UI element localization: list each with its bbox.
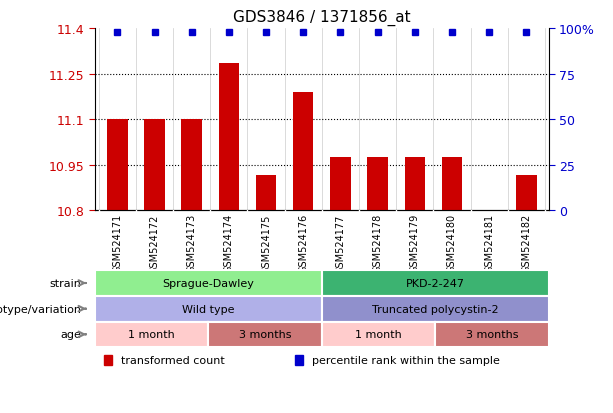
Bar [295,355,303,365]
Text: genotype/variation: genotype/variation [0,304,81,314]
Text: 3 months: 3 months [239,330,291,339]
Text: 1 month: 1 month [355,330,402,339]
Text: strain: strain [49,278,81,288]
Text: GSM524181: GSM524181 [484,214,494,273]
Bar [256,176,276,211]
Text: 1 month: 1 month [128,330,175,339]
Bar [405,158,425,211]
Text: percentile rank within the sample: percentile rank within the sample [312,355,500,365]
Bar [181,120,202,211]
Bar [367,158,388,211]
Text: GSM524178: GSM524178 [373,214,383,273]
Text: transformed count: transformed count [121,355,225,365]
Bar [293,93,313,211]
Text: PKD-2-247: PKD-2-247 [406,278,465,288]
Text: GSM524177: GSM524177 [335,214,345,273]
Bar [219,64,239,211]
Bar [107,120,128,211]
Bar [330,158,351,211]
Text: GSM524172: GSM524172 [150,214,159,273]
Text: 3 months: 3 months [466,330,518,339]
Text: GSM524176: GSM524176 [299,214,308,273]
Text: GSM524182: GSM524182 [521,214,531,273]
Bar [442,158,462,211]
Text: GSM524174: GSM524174 [224,214,234,273]
Text: GSM524179: GSM524179 [409,214,420,273]
Text: Wild type: Wild type [182,304,235,314]
Bar [144,120,165,211]
Bar [104,355,112,365]
Title: GDS3846 / 1371856_at: GDS3846 / 1371856_at [233,10,411,26]
Text: Truncated polycystin-2: Truncated polycystin-2 [372,304,498,314]
Text: GSM524175: GSM524175 [261,214,271,273]
Text: age: age [60,330,81,339]
Text: GSM524180: GSM524180 [447,214,457,273]
Text: GSM524173: GSM524173 [187,214,197,273]
Text: GSM524171: GSM524171 [112,214,123,273]
Bar [516,176,536,211]
Text: Sprague-Dawley: Sprague-Dawley [162,278,254,288]
